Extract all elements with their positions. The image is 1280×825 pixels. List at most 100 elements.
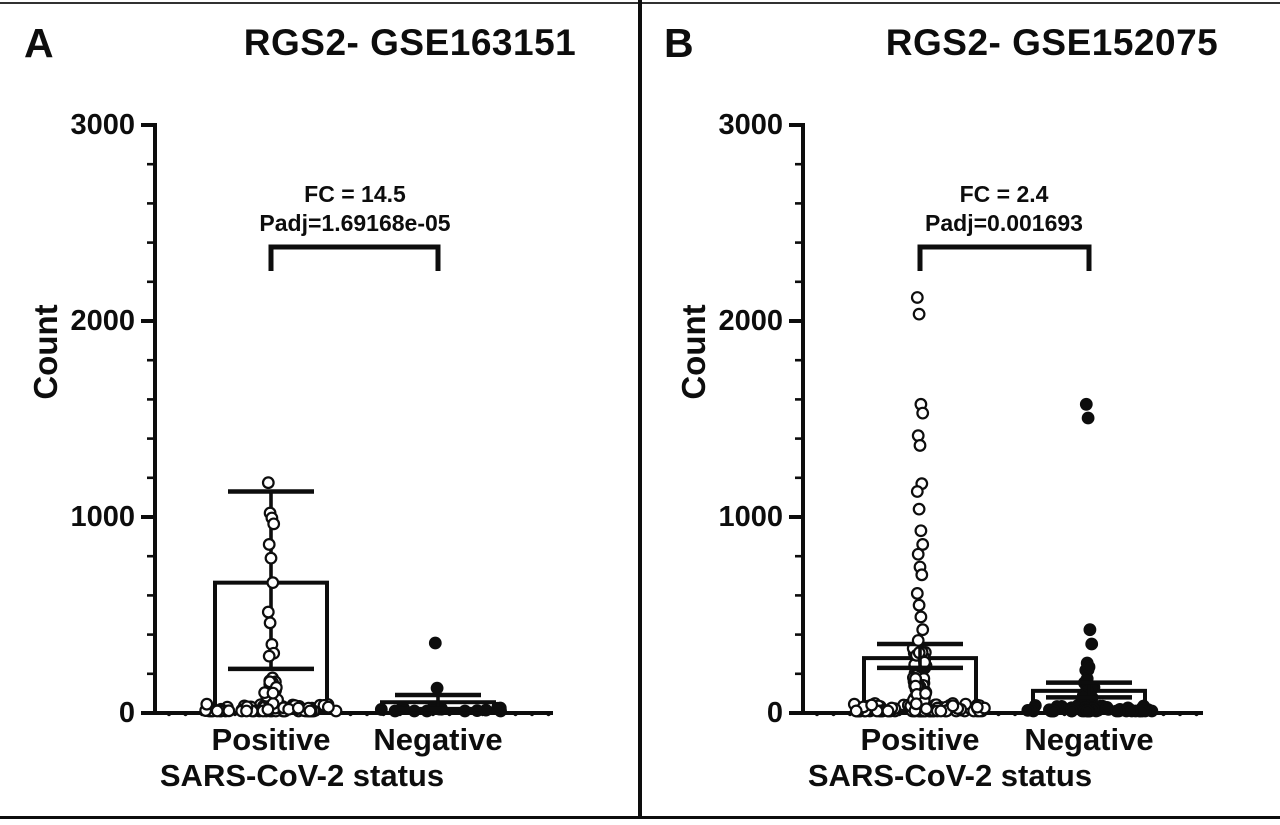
- x-axis-dot-tick: [1194, 711, 1199, 717]
- scatter-point: [912, 598, 926, 612]
- scatter-point: [261, 605, 275, 619]
- scatter-point: [261, 703, 275, 716]
- scatter-point: [1080, 704, 1094, 718]
- scatter-point: [919, 702, 933, 716]
- panel-b-x-axis-title: SARS-CoV-2 status: [807, 758, 1093, 793]
- scatter-point: [1085, 637, 1099, 651]
- scatter-point: [1047, 704, 1061, 718]
- panel-a-padj-annotation: Padj=1.69168e-05: [259, 210, 451, 236]
- panel-b-fc-annotation: FC = 2.4: [959, 181, 1049, 207]
- scatter-point: [262, 649, 276, 663]
- scatter-point: [430, 681, 444, 695]
- panel-b-y-axis-title: Count: [675, 304, 712, 400]
- scatter-point: [910, 485, 924, 498]
- x-axis-dot-tick: [529, 711, 535, 717]
- panel-a-fc-annotation: FC = 14.5: [304, 181, 406, 207]
- scatter-point: [266, 576, 280, 590]
- scatter-point: [934, 704, 948, 718]
- panel-b-title: RGS2- GSE152075: [885, 22, 1219, 63]
- scatter-point: [264, 551, 278, 565]
- x-axis-dot-tick: [1177, 711, 1183, 717]
- scatter-point: [240, 704, 253, 718]
- bottom-border: [0, 816, 1280, 819]
- panel-b-padj-annotation: Padj=0.001693: [925, 210, 1083, 236]
- x-axis-dot-tick: [364, 711, 370, 717]
- scatter-point: [1021, 703, 1035, 717]
- scatter-point: [914, 610, 928, 624]
- x-axis-dot-tick: [814, 711, 820, 717]
- scatter-point: [1110, 704, 1123, 718]
- y-tick-label: 0: [119, 697, 135, 729]
- scatter-point: [970, 700, 984, 714]
- scatter-point: [303, 704, 317, 718]
- scatter-point: [479, 703, 493, 717]
- significance-bracket: [917, 244, 1092, 271]
- scatter-point: [200, 697, 214, 711]
- scatter-point: [262, 538, 276, 551]
- scatter-point: [1065, 704, 1079, 718]
- y-tick-label: 3000: [718, 109, 783, 141]
- panel-a-y-axis-title: Count: [27, 304, 64, 400]
- scatter-point: [912, 307, 926, 321]
- panel-b-label: B: [664, 20, 694, 66]
- panel-divider: [638, 0, 642, 819]
- scatter-point: [210, 704, 224, 718]
- category-label: Positive: [212, 722, 331, 757]
- x-axis-dot-tick: [1012, 711, 1018, 717]
- scatter-point: [915, 568, 929, 582]
- y-tick-label: 3000: [70, 109, 135, 141]
- scatter-point: [916, 623, 930, 637]
- scatter-point: [919, 687, 932, 700]
- scatter-point: [374, 703, 388, 716]
- scatter-point: [1082, 660, 1096, 674]
- y-tick-label: 1000: [718, 501, 783, 533]
- y-tick-label: 2000: [70, 305, 135, 337]
- scatter-point: [428, 636, 442, 650]
- scatter-point: [1081, 411, 1095, 425]
- scatter-point: [266, 686, 280, 700]
- scatter-point: [849, 704, 863, 718]
- scatter-point: [911, 634, 925, 647]
- scatter-point: [912, 502, 926, 516]
- panel-a-label: A: [24, 20, 54, 66]
- scatter-point: [491, 701, 504, 715]
- x-axis-dot-tick: [348, 711, 353, 717]
- scatter-point: [267, 517, 281, 531]
- scatter-point: [946, 699, 960, 713]
- scatter-point: [1125, 704, 1139, 718]
- scatter-point: [1135, 704, 1149, 718]
- scatter-point: [291, 701, 305, 715]
- scatter-point: [263, 616, 277, 630]
- panel-a-x-axis-title: SARS-CoV-2 status: [159, 758, 445, 793]
- scatter-point: [911, 547, 925, 561]
- scatter-point: [1079, 397, 1093, 411]
- significance-bracket: [268, 244, 441, 271]
- scatter-point: [222, 704, 236, 718]
- category-label: Negative: [373, 722, 502, 757]
- scatter-point: [865, 698, 879, 712]
- scatter-point: [910, 291, 924, 304]
- category-label: Positive: [861, 722, 980, 757]
- scatter-point: [881, 704, 895, 718]
- y-tick-label: 2000: [718, 305, 783, 337]
- x-axis-dot-tick: [996, 711, 1001, 717]
- x-axis-dot-tick: [183, 711, 188, 717]
- y-tick-label: 0: [767, 697, 783, 729]
- scatter-point: [913, 439, 927, 452]
- x-axis-dot-tick: [513, 711, 518, 717]
- x-axis-dot-tick: [166, 711, 172, 717]
- scatter-point: [916, 406, 930, 420]
- scatter-point: [910, 587, 924, 600]
- scatter-point: [261, 476, 275, 490]
- top-border: [0, 2, 1280, 4]
- x-axis-dot-tick: [831, 711, 836, 717]
- x-axis-dot-tick: [546, 711, 551, 717]
- scatter-point: [321, 700, 335, 714]
- x-axis-dot-tick: [1161, 711, 1166, 717]
- scatter-point: [909, 697, 923, 711]
- y-tick-label: 1000: [70, 501, 135, 533]
- category-label: Negative: [1024, 722, 1153, 757]
- scatter-point: [1083, 623, 1097, 637]
